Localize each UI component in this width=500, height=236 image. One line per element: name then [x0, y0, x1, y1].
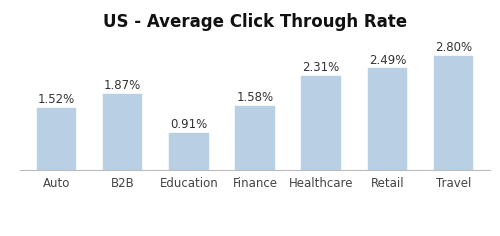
Text: 2.31%: 2.31% [302, 61, 340, 74]
Text: 1.87%: 1.87% [104, 79, 141, 92]
Text: 1.52%: 1.52% [38, 93, 75, 106]
Text: 2.80%: 2.80% [435, 41, 472, 54]
Bar [434, 56, 474, 170]
Bar [169, 133, 208, 170]
Text: 2.49%: 2.49% [368, 54, 406, 67]
Text: 0.91%: 0.91% [170, 118, 207, 131]
Text: 1.58%: 1.58% [236, 91, 274, 104]
Bar [235, 105, 275, 170]
Bar [36, 108, 76, 170]
Title: US - Average Click Through Rate: US - Average Click Through Rate [103, 13, 407, 31]
Bar [302, 76, 341, 170]
Bar [102, 94, 142, 170]
Bar [368, 68, 408, 170]
